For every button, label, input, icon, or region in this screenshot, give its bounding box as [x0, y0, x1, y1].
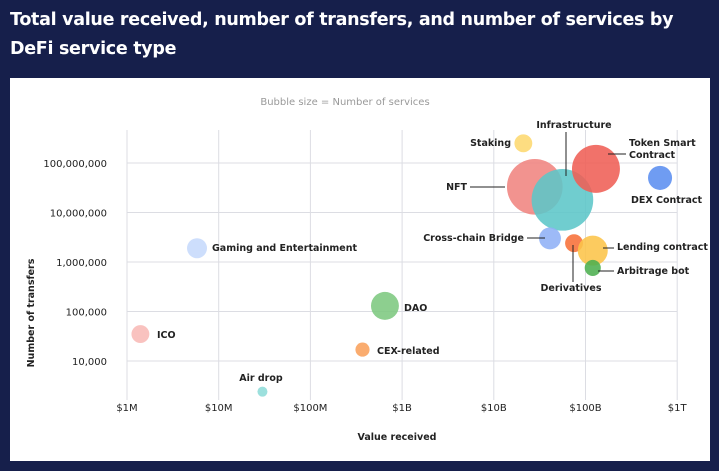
bubble-label: Gaming and Entertainment [212, 243, 358, 254]
bubble-label: Arbitrage bot [617, 266, 690, 277]
x-tick-label: $100M [293, 403, 327, 414]
bubble-lending-contract [577, 235, 608, 266]
x-tick-label: $1T [668, 403, 688, 414]
chart-title: Total value received, number of transfer… [10, 10, 674, 59]
bubble-label: DEX Contract [631, 195, 703, 206]
bubble-token-smart-contract [571, 144, 620, 193]
bubble-label: DAO [404, 303, 427, 314]
bubble-arbitrage-bot [584, 259, 601, 276]
bubble-label: Lending contract [617, 242, 708, 253]
bubble-cross-chain-bridge [539, 227, 561, 250]
bubble-label: ICO [157, 330, 176, 341]
bubble-label: Derivatives [541, 283, 602, 294]
bubble-label: NFT [446, 182, 467, 193]
bubble-air-drop [257, 386, 268, 397]
x-tick-label: $10M [205, 403, 233, 414]
y-tick-label: 10,000 [72, 357, 107, 368]
bubble-label: Infrastructure [536, 120, 611, 131]
bubble-ico [131, 325, 150, 344]
x-tick-label: $100B [569, 403, 601, 414]
bubble-dex-contract [648, 165, 673, 190]
bubble-label: Air drop [239, 373, 283, 384]
bubble-dao [370, 291, 399, 320]
bubble-label: Cross-chain Bridge [423, 233, 524, 244]
bubble-label: CEX-related [377, 346, 440, 357]
chart-subtitle: Bubble size = Number of services [260, 97, 429, 108]
x-tick-label: $1B [392, 403, 412, 414]
x-axis-label: Value received [358, 432, 437, 443]
x-tick-label: $1M [116, 403, 137, 414]
bubble-gaming-and-entertainment [187, 238, 208, 259]
bubble-cex-related [355, 342, 370, 357]
bubble-label: Token Smart Contract [629, 138, 696, 161]
y-tick-label: 1,000,000 [56, 258, 107, 269]
y-tick-label: 100,000 [66, 308, 107, 319]
y-axis-label: Number of transfers [26, 258, 37, 367]
y-tick-label: 10,000,000 [50, 209, 107, 220]
bubble-staking [514, 134, 533, 153]
y-tick-label: 100,000,000 [43, 159, 107, 170]
x-tick-label: $10B [481, 403, 507, 414]
bubble-label: Staking [470, 138, 511, 149]
